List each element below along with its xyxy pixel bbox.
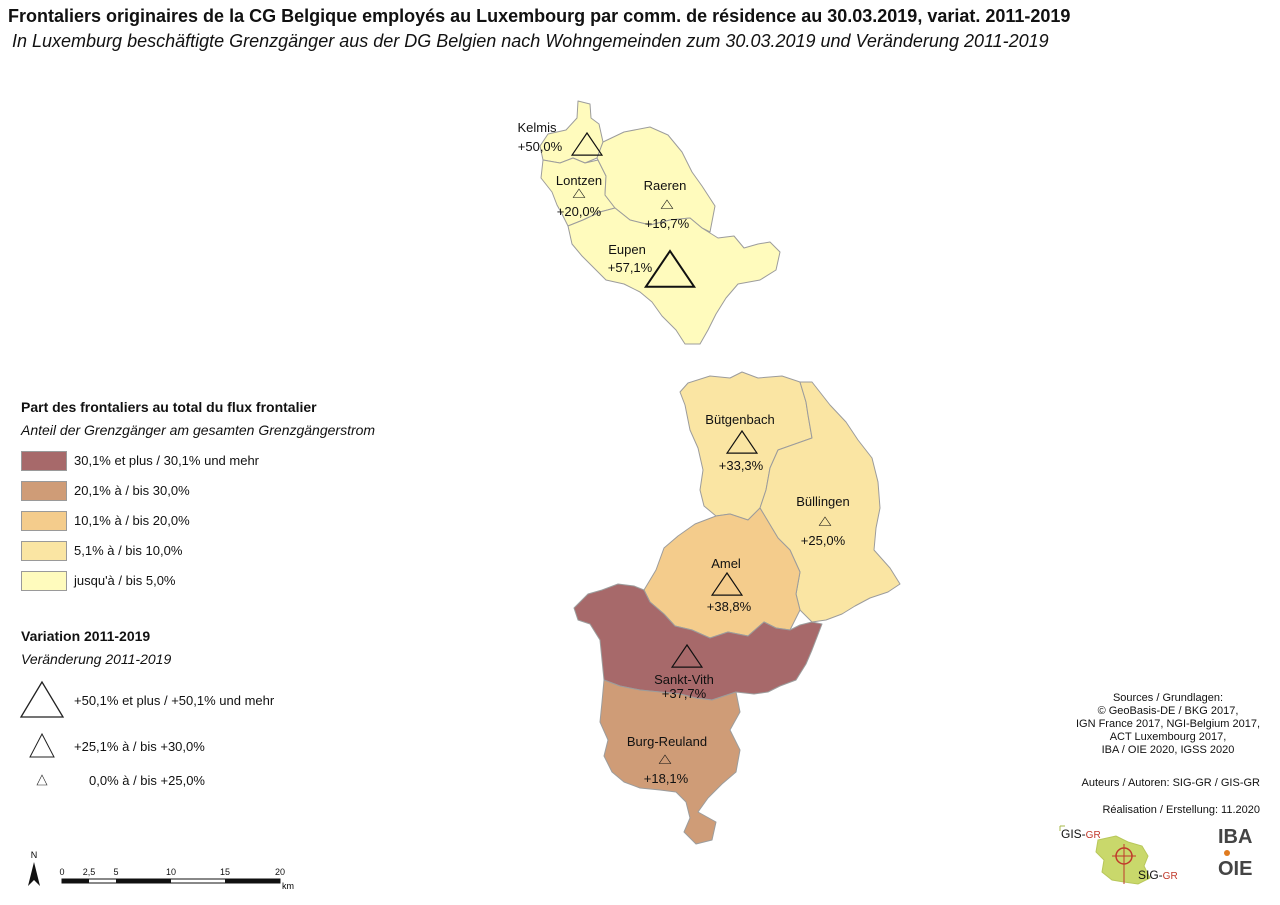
sig-logo-text: SIG-	[1138, 868, 1163, 882]
commune-variation-label: +50,0%	[518, 139, 563, 154]
variation-triangle-icon	[818, 516, 832, 526]
iba-logo-text: IBA	[1218, 826, 1253, 848]
commune-name-label: Sankt-Vith	[654, 672, 714, 687]
commune-area-bullingen[interactable]	[759, 381, 901, 623]
commune-name-label: Eupen	[608, 242, 646, 257]
commune-variation-label: +57,1%	[608, 260, 653, 275]
commune-name-label: Bütgenbach	[705, 412, 774, 427]
legend-share-label: 20,1% à / bis 30,0%	[74, 483, 190, 498]
scale-tick-label: 0	[59, 867, 64, 877]
legend-share-swatch	[21, 571, 67, 591]
variation-triangle-icon	[658, 754, 672, 764]
scale-unit: km	[282, 881, 294, 891]
commune-variation-label: +20,0%	[557, 204, 602, 219]
scale-tick-label: 15	[220, 867, 230, 877]
variation-triangle-icon	[670, 643, 704, 668]
sources-block: Sources / Grundlagen: © GeoBasis-DE / BK…	[1076, 692, 1260, 757]
commune-name-label: Lontzen	[556, 173, 602, 188]
variation-triangle-icon	[572, 188, 586, 198]
legend-share-swatch	[21, 451, 67, 471]
commune-name-label: Büllingen	[796, 494, 850, 509]
gis-gr-logo-mark-icon	[1059, 825, 1151, 885]
commune-variation-label: +37,7%	[662, 686, 707, 701]
sources-line: Sources / Grundlagen:	[1112, 692, 1224, 704]
sources-line: IGN France 2017, NGI-Belgium 2017,	[1075, 718, 1260, 730]
legend-variation-title-de: Veränderung 2011-2019	[21, 651, 172, 667]
variation-triangle-icon	[710, 571, 744, 596]
gis-logo-accent: GR	[1085, 830, 1101, 841]
legend-share-label: 10,1% à / bis 20,0%	[74, 513, 190, 528]
large-triangle-icon	[19, 680, 65, 718]
legend-variation-symbols	[19, 680, 65, 786]
legend-variation-title-fr: Variation 2011-2019	[21, 628, 151, 644]
legend-share-title-de: Anteil der Grenzgänger am gesamten Grenz…	[21, 422, 376, 438]
variation-triangle-icon	[643, 249, 697, 288]
map-title-fr: Frontaliers originaires de la CG Belgiqu…	[8, 6, 1071, 26]
legend-share-label: 5,1% à / bis 10,0%	[74, 543, 183, 558]
iba-logo-dot-icon	[1224, 850, 1230, 856]
commune-variation-label: +16,7%	[645, 216, 690, 231]
scale-tick-label: 5	[113, 867, 118, 877]
sources-line: IBA / OIE 2020, IGSS 2020	[1101, 744, 1235, 756]
commune-name-label: Amel	[711, 556, 741, 571]
scale-tick-label: 10	[166, 867, 176, 877]
oie-logo-text: OIE	[1218, 858, 1253, 880]
sig-logo-accent: GR	[1162, 871, 1178, 882]
commune-labels: Kelmis +50,0% Lontzen +20,0% Raeren +16,7% Eup…	[517, 120, 849, 786]
scale-tick-label: 2,5	[83, 867, 96, 877]
legend-share-swatch	[21, 481, 67, 501]
authors-text: Auteurs / Autoren: SIG-GR / GIS-GR	[1081, 777, 1260, 789]
north-canton	[539, 100, 781, 345]
date-text: Réalisation / Erstellung: 11.2020	[1102, 804, 1260, 816]
legend-share-title-fr: Part des frontaliers au total du flux fr…	[21, 399, 317, 415]
medium-triangle-icon	[29, 732, 55, 758]
commune-variation-label: +33,3%	[719, 458, 764, 473]
iba-oie-logo: IBA OIE	[1218, 826, 1268, 886]
north-arrow-icon	[28, 862, 40, 886]
variation-triangle-icon	[570, 131, 604, 156]
legend-share-label: jusqu'à / bis 5,0%	[74, 573, 176, 588]
legend-share-label: 30,1% et plus / 30,1% und mehr	[74, 453, 260, 468]
variation-triangle-icon	[725, 429, 759, 454]
legend-variation-item-1: +50,1% et plus / +50,1% und mehr	[74, 693, 275, 708]
small-triangle-icon	[36, 774, 48, 786]
sources-line: © GeoBasis-DE / BKG 2017,	[1097, 705, 1239, 717]
legend-share-swatch	[21, 541, 67, 561]
legend-share-swatch	[21, 511, 67, 531]
commune-name-label: Raeren	[644, 178, 687, 193]
commune-variation-label: +18,1%	[644, 771, 689, 786]
sources-line: ACT Luxembourg 2017,	[1109, 731, 1227, 743]
variation-symbols	[570, 131, 832, 764]
commune-variation-label: +25,0%	[801, 533, 846, 548]
map-title-de: In Luxemburg beschäftigte Grenzgänger au…	[12, 31, 1049, 51]
gis-logo-text: GIS-	[1061, 827, 1086, 841]
commune-area-eupen[interactable]	[567, 207, 781, 345]
commune-name-label: Burg-Reuland	[627, 734, 707, 749]
gis-gr-logo: GIS-GR SIG-GR	[1058, 822, 1178, 892]
legend-variation-item-3: 0,0% à / bis +25,0%	[89, 773, 205, 788]
commune-variation-label: +38,8%	[707, 599, 752, 614]
scale-tick-label: 20	[275, 867, 285, 877]
legend-variation-item-2: +25,1% à / bis +30,0%	[74, 739, 205, 754]
north-label: N	[31, 850, 38, 860]
commune-name-label: Kelmis	[517, 120, 557, 135]
scale-bar: N 0 2,5 5 10 15 20 km	[28, 850, 294, 891]
variation-triangle-icon	[660, 199, 674, 209]
